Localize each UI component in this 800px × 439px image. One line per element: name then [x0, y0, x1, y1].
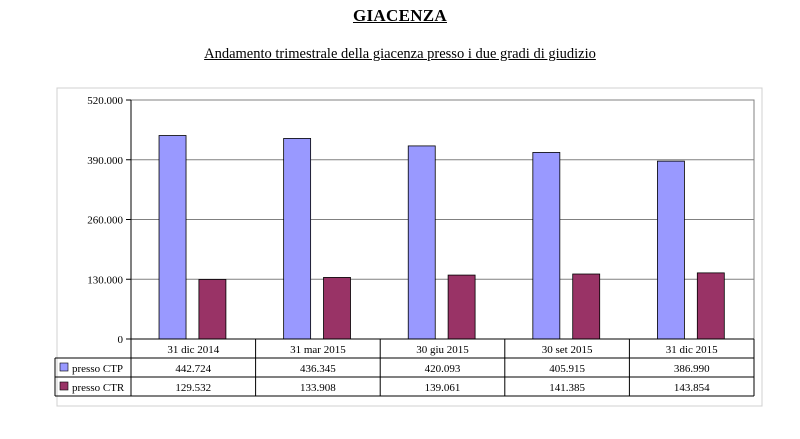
- data-label-ctr: 143.854: [674, 382, 710, 394]
- data-label-ctp: 436.345: [300, 363, 336, 375]
- data-label-ctr: 139.061: [425, 382, 461, 394]
- bar-ctr: [447, 274, 476, 340]
- bar-ctr: [572, 273, 601, 340]
- legend-key-ctr: [59, 381, 69, 391]
- data-label-ctr: 133.908: [300, 382, 336, 394]
- bar-ctr: [696, 272, 725, 340]
- data-label-ctr: 129.532: [175, 382, 211, 394]
- bar-ctp: [657, 160, 685, 340]
- bar-ctp: [407, 145, 436, 340]
- data-label-ctp: 420.093: [425, 363, 461, 375]
- x-category-label: 30 giu 2015: [416, 344, 469, 356]
- bar-ctp: [158, 135, 187, 340]
- y-tick-label: 130.000: [87, 274, 123, 286]
- data-label-ctp: 386.990: [674, 363, 710, 375]
- x-category-label: 31 mar 2015: [290, 344, 346, 356]
- chart-subtitle: Andamento trimestrale della giacenza pre…: [204, 46, 596, 62]
- data-label-ctp: 405.915: [549, 363, 585, 375]
- chart-title: GIACENZA: [352, 6, 448, 25]
- x-category-label: 31 dic 2014: [167, 344, 219, 356]
- data-label-ctr: 141.385: [549, 382, 585, 394]
- legend-label-ctp: presso CTP: [72, 363, 123, 375]
- bar-ctp: [283, 138, 312, 340]
- data-label-ctp: 442.724: [175, 363, 211, 375]
- x-category-label: 31 dic 2015: [666, 344, 718, 356]
- legend-key-ctp: [59, 362, 69, 372]
- chart-area-frame: [56, 87, 763, 407]
- x-category-label: 30 set 2015: [542, 344, 593, 356]
- y-tick-label: 0: [118, 334, 124, 346]
- y-tick-label: 260.000: [87, 215, 123, 227]
- y-tick-label: 520.000: [87, 95, 123, 107]
- bar-ctr: [198, 279, 227, 340]
- legend-label-ctr: presso CTR: [72, 382, 125, 394]
- bar-ctp: [532, 152, 561, 340]
- bar-ctr: [323, 277, 351, 340]
- y-tick-label: 390.000: [87, 155, 123, 167]
